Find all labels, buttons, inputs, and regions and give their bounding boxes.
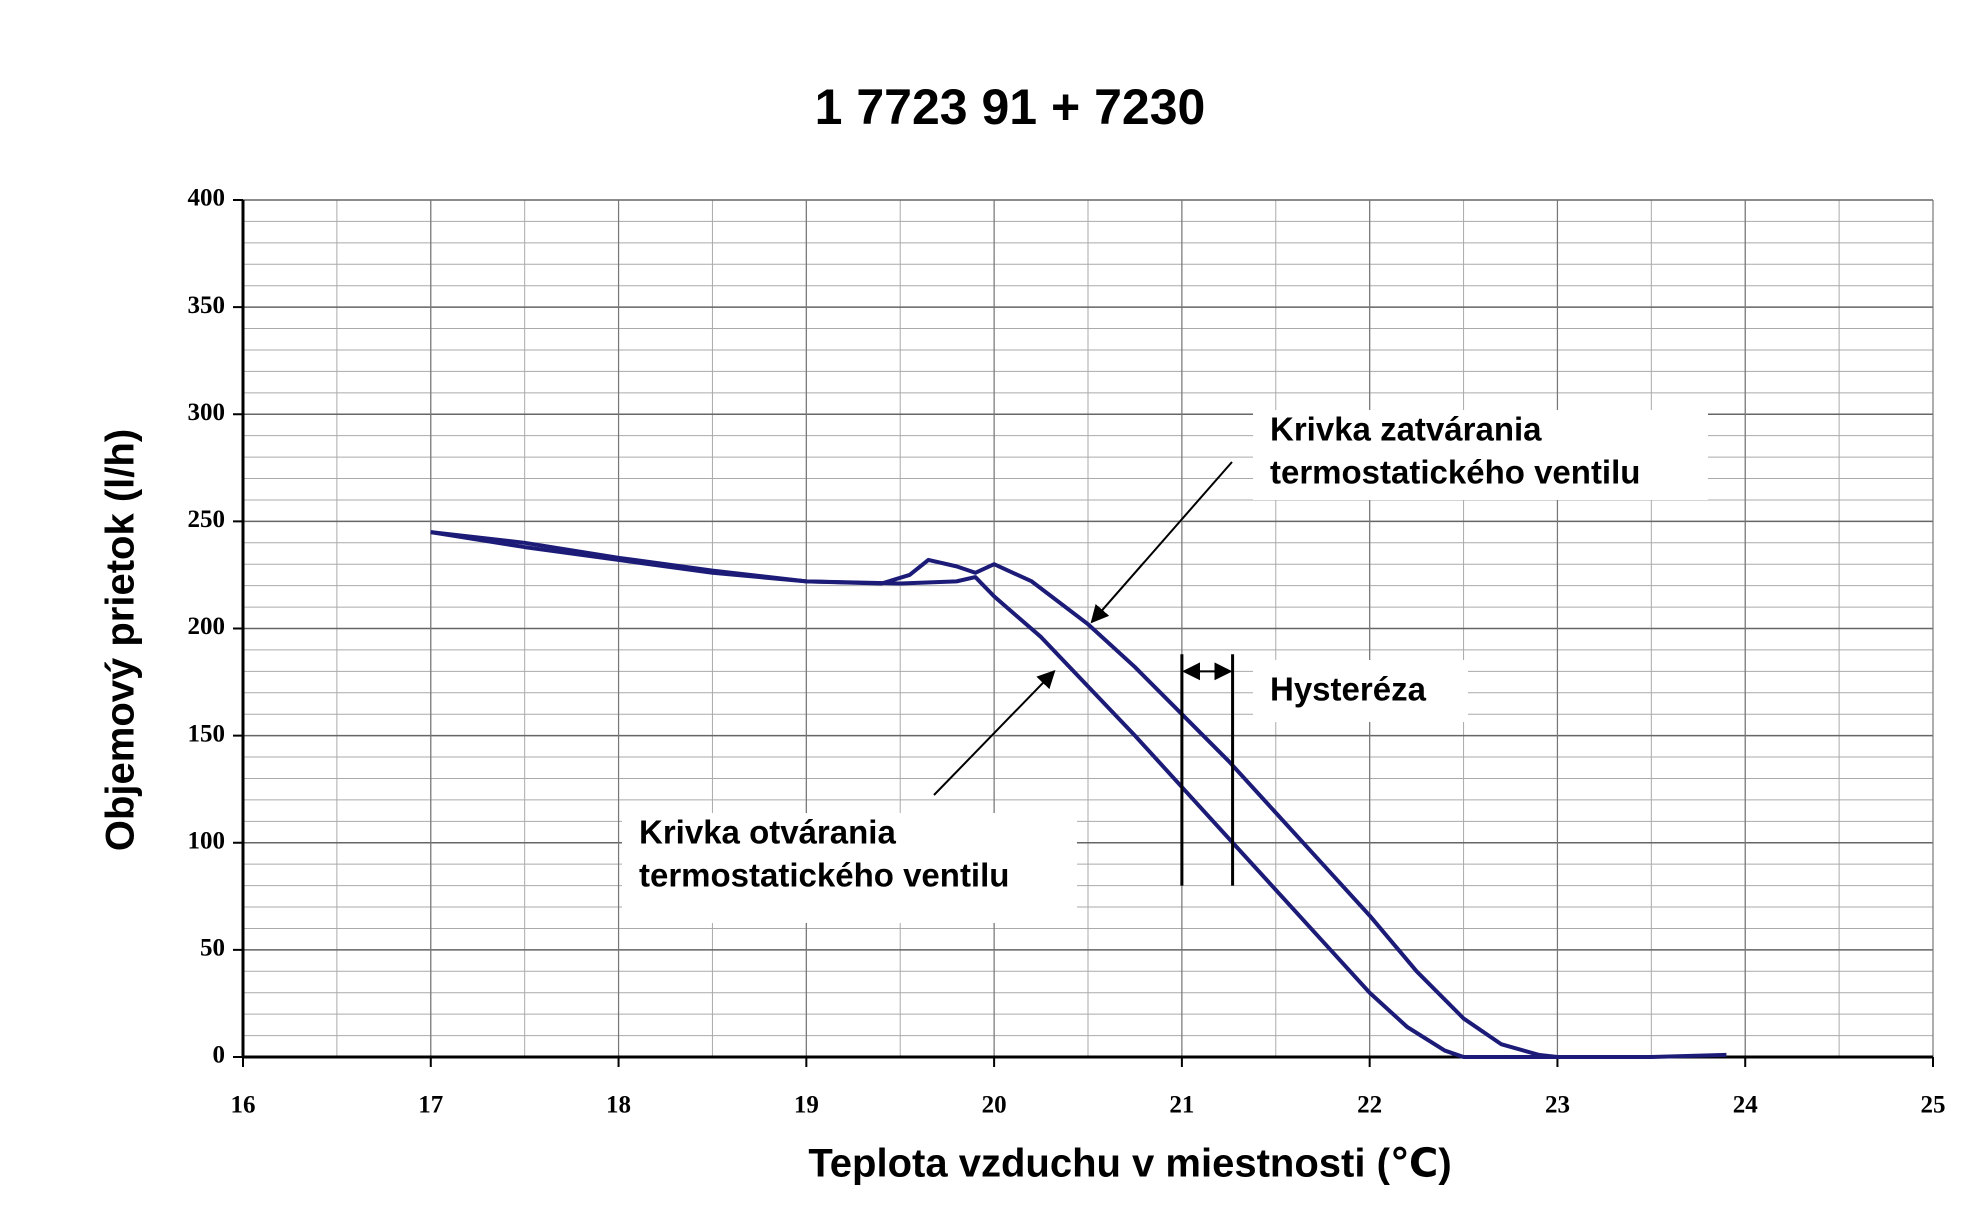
chart-title: 1 7723 91 + 7230 [815, 79, 1206, 135]
x-tick-label: 22 [1357, 1092, 1382, 1119]
annotation-text: Krivka zatvárania [1270, 411, 1542, 448]
annotation-text: termostatického ventilu [1270, 454, 1640, 491]
x-tick-label: 17 [418, 1092, 443, 1119]
x-tick-label: 21 [1169, 1092, 1194, 1119]
annotation-box [1253, 410, 1708, 500]
annotation-text: termostatického ventilu [639, 857, 1009, 894]
y-tick-label: 100 [188, 827, 226, 854]
data-line [430, 530, 1558, 1059]
y-tick-label: 150 [188, 720, 226, 747]
y-tick-label: 250 [188, 506, 226, 533]
x-tick-label: 23 [1545, 1092, 1570, 1119]
x-tick-label: 25 [1921, 1092, 1946, 1119]
x-axis-label: Teplota vzduchu v miestnosti (℃) [808, 1142, 1451, 1186]
y-tick-label: 350 [188, 292, 226, 319]
x-tick-label: 20 [982, 1092, 1007, 1119]
data-line [430, 530, 1727, 1059]
annotation-box [622, 813, 1077, 923]
y-tick-label: 200 [188, 613, 226, 640]
x-tick-label: 18 [606, 1092, 631, 1119]
y-tick-label: 0 [213, 1042, 226, 1069]
y-axis-label: Objemový prietok (l/h) [99, 429, 143, 851]
x-tick-label: 24 [1733, 1092, 1759, 1119]
annotation-text: Krivka otvárania [639, 814, 896, 851]
x-tick-label: 16 [231, 1092, 256, 1119]
y-tick-label: 400 [188, 185, 226, 212]
y-tick-label: 300 [188, 399, 226, 426]
annotation-arrow [933, 670, 1056, 796]
y-tick-label: 50 [200, 935, 225, 962]
annotation-arrow [1090, 461, 1233, 624]
x-tick-label: 19 [794, 1092, 819, 1119]
annotation-text: Hysteréza [1270, 671, 1427, 708]
annotation-box [1253, 660, 1468, 722]
